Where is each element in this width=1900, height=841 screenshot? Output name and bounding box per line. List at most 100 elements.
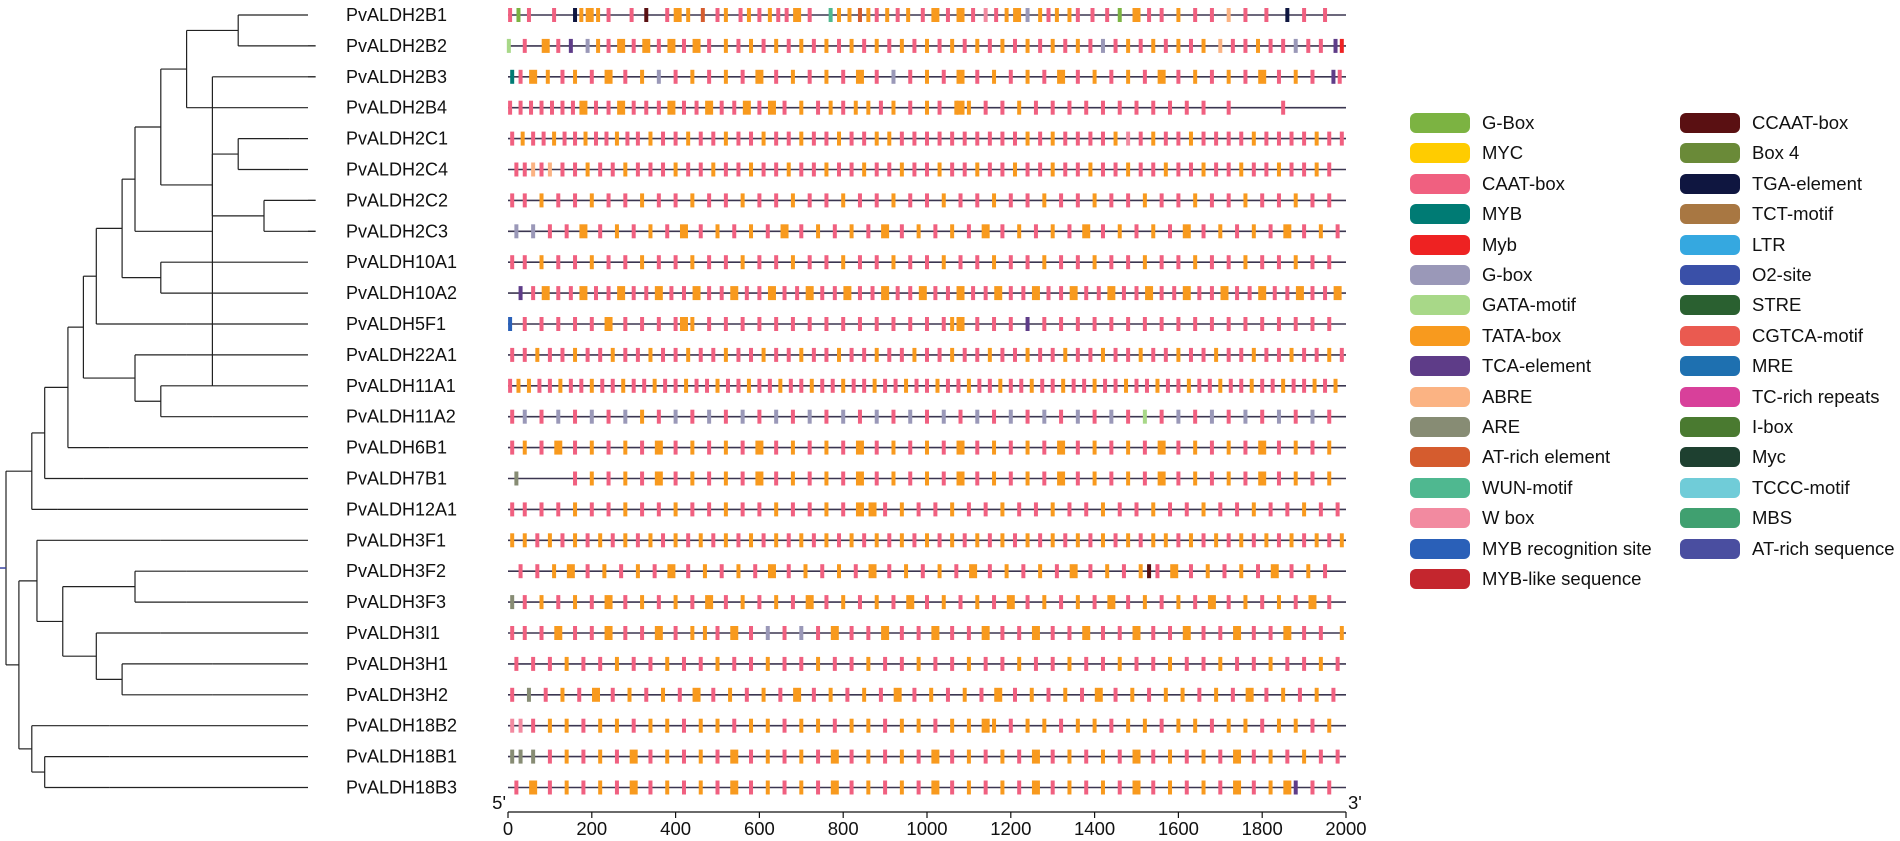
- element-mark: [853, 564, 858, 579]
- element-mark: [522, 317, 527, 331]
- element-mark: [1000, 502, 1005, 517]
- element-mark: [1310, 255, 1315, 270]
- legend-item: Box 4: [1680, 142, 1799, 164]
- element-mark: [807, 502, 812, 517]
- element-mark: [1256, 38, 1261, 53]
- element-mark: [820, 286, 825, 301]
- element-mark: [891, 595, 896, 610]
- element-mark: [1126, 595, 1131, 610]
- element-mark: [1008, 69, 1013, 84]
- element-mark: [640, 502, 645, 517]
- element-mark: [589, 378, 594, 393]
- element-mark: [899, 131, 904, 146]
- element-mark: [573, 255, 578, 270]
- element-mark: [1230, 38, 1235, 53]
- element-mark: [765, 718, 770, 733]
- element-mark: [614, 718, 619, 733]
- element-mark: [786, 533, 791, 548]
- legend-item: CAAT-box: [1410, 173, 1565, 195]
- element-mark: [1331, 69, 1336, 84]
- element-mark: [1113, 162, 1118, 177]
- element-mark: [1113, 378, 1118, 393]
- element-mark: [916, 749, 921, 764]
- element-mark: [782, 626, 787, 640]
- element-mark: [1050, 378, 1055, 393]
- element-mark: [673, 193, 678, 208]
- element-mark: [874, 131, 879, 146]
- element-mark: [1260, 255, 1265, 270]
- element-mark: [1017, 780, 1022, 795]
- element-mark: [623, 409, 628, 424]
- element-mark: [1258, 471, 1267, 486]
- element-mark: [648, 162, 653, 177]
- element-mark: [912, 38, 917, 53]
- element-mark: [642, 378, 647, 393]
- element-mark: [987, 564, 992, 579]
- element-mark: [629, 749, 638, 764]
- element-mark: [945, 8, 950, 22]
- element-mark: [692, 687, 701, 702]
- element-mark: [1157, 471, 1166, 486]
- element-mark: [1042, 317, 1047, 331]
- element-mark: [1038, 162, 1043, 177]
- element-mark: [941, 317, 946, 331]
- element-mark: [1109, 69, 1114, 84]
- element-mark: [790, 409, 795, 424]
- element-mark: [906, 595, 915, 610]
- element-mark: [707, 471, 712, 486]
- element-mark: [1138, 38, 1143, 53]
- element-mark: [935, 378, 940, 393]
- element-mark: [975, 193, 980, 208]
- element-mark: [1025, 255, 1030, 270]
- legend-label: ARE: [1482, 416, 1521, 437]
- element-mark: [554, 440, 563, 455]
- element-mark: [755, 471, 764, 486]
- element-mark: [589, 317, 594, 331]
- element-mark: [547, 347, 552, 362]
- element-mark: [711, 533, 716, 548]
- element-mark: [1339, 38, 1344, 53]
- element-mark: [841, 502, 846, 517]
- element-mark: [508, 378, 513, 393]
- element-mark: [874, 162, 879, 177]
- element-mark: [705, 595, 714, 610]
- element-mark: [539, 162, 544, 177]
- x-tick-label: 200: [576, 818, 607, 839]
- element-mark: [1092, 718, 1097, 733]
- element-mark: [1025, 8, 1030, 22]
- element-mark: [816, 100, 821, 115]
- element-mark: [581, 656, 586, 671]
- element-mark: [1067, 626, 1072, 640]
- element-mark: [711, 131, 716, 146]
- element-mark: [1327, 193, 1332, 208]
- element-mark: [1176, 718, 1181, 733]
- element-mark: [673, 8, 682, 22]
- element-mark: [568, 378, 573, 393]
- element-mark: [705, 100, 714, 115]
- element-mark: [508, 317, 513, 331]
- legend-item: AT-rich element: [1410, 446, 1610, 468]
- element-mark: [1050, 38, 1055, 53]
- element-mark: [832, 718, 837, 733]
- element-mark: [1025, 38, 1030, 53]
- element-mark: [1061, 378, 1066, 393]
- element-mark: [1084, 100, 1089, 115]
- element-mark: [975, 471, 980, 486]
- element-mark: [899, 656, 904, 671]
- element-mark: [925, 100, 929, 115]
- element-mark: [1258, 440, 1267, 455]
- element-mark: [1264, 347, 1269, 362]
- element-mark: [1069, 564, 1078, 579]
- element-mark: [614, 131, 619, 146]
- element-mark: [1038, 38, 1043, 53]
- element-mark: [1088, 162, 1093, 177]
- element-mark: [1193, 317, 1198, 331]
- element-mark: [614, 749, 619, 764]
- element-mark: [652, 378, 657, 393]
- element-mark: [761, 687, 766, 702]
- gene-label: PvALDH3F1: [346, 530, 446, 550]
- element-mark: [790, 193, 795, 208]
- element-mark: [1168, 749, 1173, 764]
- element-mark: [1050, 533, 1055, 548]
- element-mark: [956, 8, 965, 22]
